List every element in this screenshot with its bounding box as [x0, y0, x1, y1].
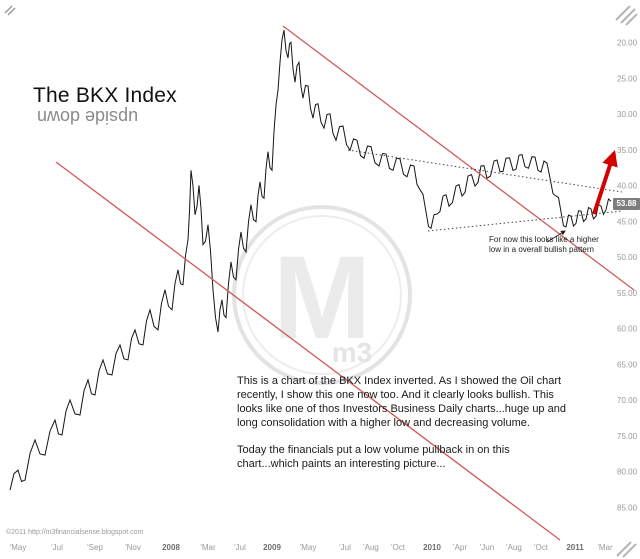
- y-axis-label: 25.00: [617, 74, 638, 83]
- x-axis-year-label: 2010: [423, 543, 441, 552]
- corner-mark-top-left: [4, 5, 16, 16]
- y-axis-label: 50.00: [617, 253, 638, 262]
- y-axis-label: 85.00: [617, 504, 638, 513]
- page-title: The BKX Index: [33, 84, 177, 107]
- upper-red-trendline: [282, 25, 635, 291]
- commentary-block: This is a chart of the BKX Index inverte…: [237, 374, 569, 484]
- x-axis-month-label: 'May: [300, 543, 317, 552]
- corner-mark-top-right: [615, 5, 638, 26]
- subtitle-upside-down: upside down: [37, 107, 139, 127]
- red-up-arrow: [592, 149, 618, 215]
- y-axis-label: 20.00: [617, 39, 638, 48]
- m3-logo-watermark: M m3: [232, 205, 412, 385]
- x-axis-month-label: 'Mar: [200, 543, 216, 552]
- y-axis-labels: 20.00 25.00 30.00 35.00 40.00 45.00 50.00 55.00…: [617, 39, 638, 513]
- x-axis-month-label: 'Oct: [391, 543, 406, 552]
- x-axis-month-label: 'Jun: [480, 543, 494, 552]
- y-axis-label: 40.00: [617, 182, 638, 191]
- last-price-tag: 53.88: [613, 198, 640, 210]
- pattern-annotation: For now this looks like a higher low in …: [489, 235, 629, 255]
- x-axis-month-label: 'Mar: [597, 543, 613, 552]
- pattern-annotation-line1: For now this looks like a higher: [489, 235, 599, 244]
- pattern-annotation-line2: low in a overall bullish pattern: [489, 245, 594, 254]
- y-axis-label: 60.00: [617, 325, 638, 334]
- watermark-m3-text: m3: [332, 337, 372, 368]
- y-axis-label: 70.00: [617, 396, 638, 405]
- x-axis-labels: 'May 'Jul 'Sep 'Nov 2008 'Mar 'Jul 2009 'May 'Jul…: [10, 543, 613, 552]
- price-series-line: [9, 29, 612, 491]
- copyright-text: ©2011 http://m3financialsense.blogspot.c…: [6, 529, 144, 536]
- x-axis-year-label: 2008: [162, 543, 180, 552]
- x-axis-month-label: 'Jul: [339, 543, 351, 552]
- x-axis-month-label: 'Jul: [51, 543, 63, 552]
- x-axis-month-label: 'Oct: [534, 543, 549, 552]
- commentary-paragraph-1: This is a chart of the BKX Index inverte…: [237, 375, 566, 430]
- y-axis-label: 75.00: [617, 432, 638, 441]
- y-axis-label: 65.00: [617, 360, 638, 369]
- lower-dotted-trendline: [427, 210, 623, 232]
- x-axis-month-label: 'Sep: [87, 543, 103, 552]
- x-axis-month-label: 'May: [10, 543, 27, 552]
- x-axis-year-label: 2009: [263, 543, 281, 552]
- x-axis-month-label: 'Nov: [125, 543, 141, 552]
- y-axis-label: 35.00: [617, 146, 638, 155]
- y-axis-label: 80.00: [617, 468, 638, 477]
- x-axis-month-label: 'Aug: [363, 543, 379, 552]
- annotation-arrow: [546, 230, 566, 243]
- x-axis-month-label: 'Jul: [234, 543, 246, 552]
- watermark-letter: M: [273, 232, 371, 364]
- y-axis-label: 30.00: [617, 110, 638, 119]
- lower-red-trendline: [55, 161, 561, 541]
- corner-mark-bottom-right: [616, 541, 637, 558]
- y-axis-label: 45.00: [617, 217, 638, 226]
- commentary-paragraph-2: Today the financials put a low volume pu…: [237, 444, 510, 471]
- x-axis-year-label: 2011: [566, 543, 584, 552]
- y-axis-label: 55.00: [617, 289, 638, 298]
- x-axis-month-label: 'Apr: [453, 543, 467, 552]
- x-axis-month-label: 'Aug: [506, 543, 522, 552]
